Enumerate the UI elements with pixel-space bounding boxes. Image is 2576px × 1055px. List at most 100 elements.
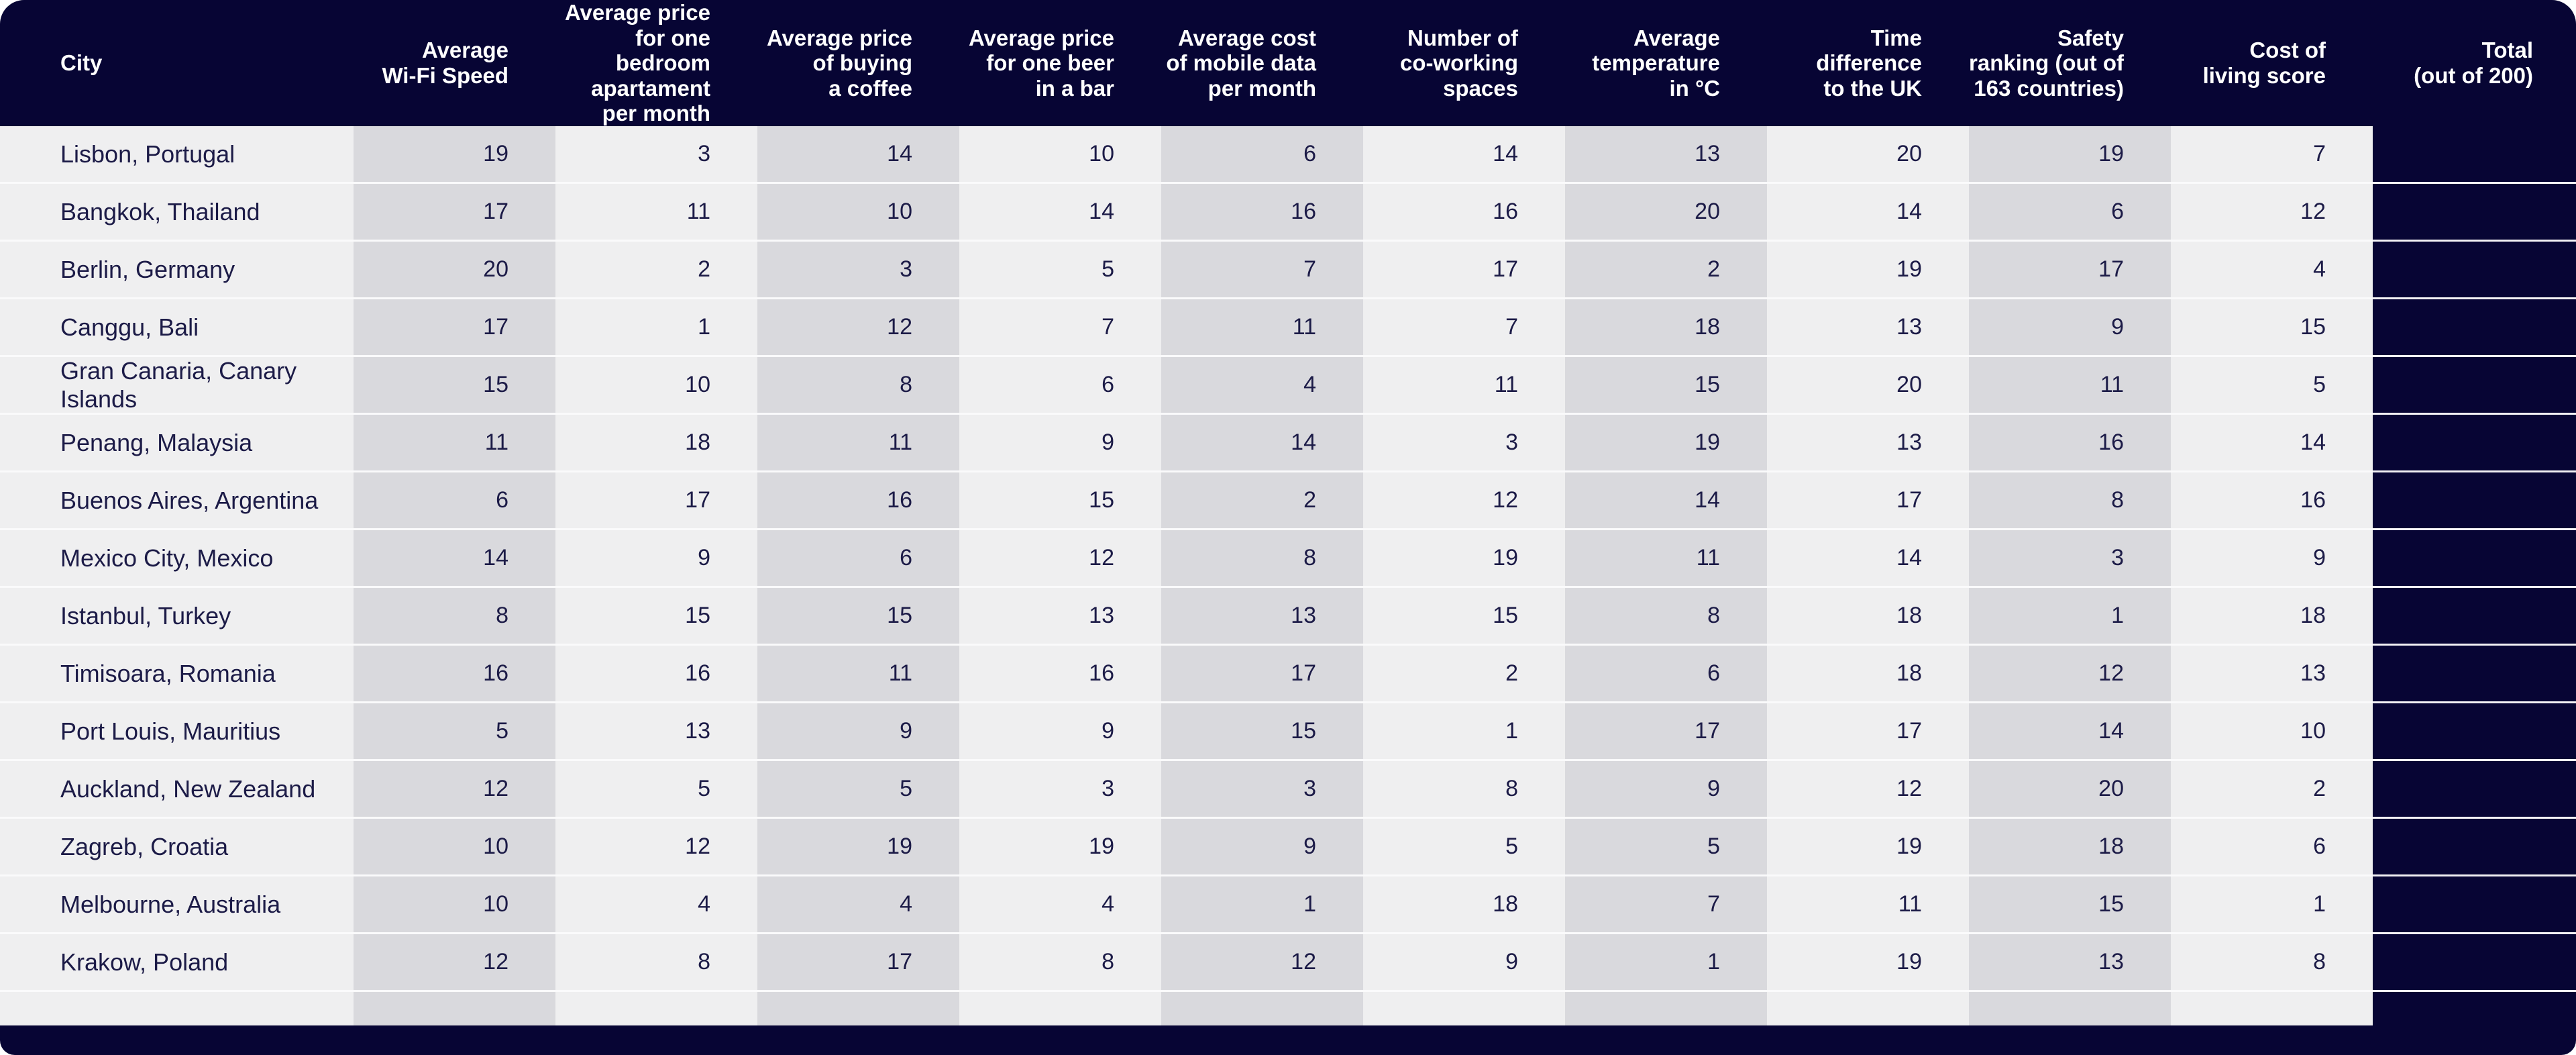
empty-trailing-row <box>0 992 2576 1025</box>
header-cell-beer: Average price for one beer in a bar <box>968 25 1114 101</box>
table-cell-mobile-data: 15 <box>1161 703 1363 761</box>
table-body: Lisbon, Portugal 19 3 14 10 6 14 13 20 19 7 Bangkok… <box>0 126 2576 992</box>
total-cell <box>2373 934 2576 992</box>
table-cell-safety: 20 <box>1969 761 2171 819</box>
table-cell-safety: 17 <box>1969 242 2171 299</box>
table-cell-temperature: 17 <box>1565 703 1767 761</box>
table-row: Penang, Malaysia 11 18 11 9 14 3 19 13 16 14 <box>0 415 2576 472</box>
header-cell-total: Total (out of 200) <box>2414 38 2533 88</box>
table-cell-wifi: 20 <box>354 242 555 299</box>
table-cell-safety: 16 <box>1969 415 2171 472</box>
table-cell-cost-of-living: 18 <box>2171 588 2373 646</box>
table-cell-apartment: 17 <box>555 472 757 530</box>
table-cell-safety: 6 <box>1969 184 2171 242</box>
table-cell-apartment: 4 <box>555 876 757 934</box>
table-cell-coffee: 11 <box>757 415 959 472</box>
table-cell-mobile-data: 8 <box>1161 530 1363 588</box>
table-row: Port Louis, Mauritius 5 13 9 9 15 1 17 17 14 10 <box>0 703 2576 761</box>
table-cell-mobile-data: 9 <box>1161 819 1363 876</box>
table-cell-wifi: 10 <box>354 819 555 876</box>
table-cell-safety: 8 <box>1969 472 2171 530</box>
table-cell-coffee: 15 <box>757 588 959 646</box>
table-cell-mobile-data: 17 <box>1161 646 1363 703</box>
table-cell-apartment: 12 <box>555 819 757 876</box>
table-cell-apartment: 13 <box>555 703 757 761</box>
table-cell-safety: 1 <box>1969 588 2171 646</box>
table-cell-time-difference: 13 <box>1767 299 1969 357</box>
table-cell-apartment: 8 <box>555 934 757 992</box>
table-cell-coworking: 7 <box>1363 299 1565 357</box>
table-cell-wifi: 5 <box>354 703 555 761</box>
table-cell-apartment: 9 <box>555 530 757 588</box>
table-cell-wifi: 17 <box>354 184 555 242</box>
table-cell-coffee: 3 <box>757 242 959 299</box>
table-cell-mobile-data: 13 <box>1161 588 1363 646</box>
city-cell: Istanbul, Turkey <box>0 588 354 646</box>
table-row: Istanbul, Turkey 8 15 15 13 13 15 8 18 1 18 <box>0 588 2576 646</box>
table-cell-temperature: 1 <box>1565 934 1767 992</box>
header-cell-temperature: Average temperature in °C <box>1592 25 1720 101</box>
city-cell: Zagreb, Croatia <box>0 819 354 876</box>
total-cell <box>2373 184 2576 242</box>
table-cell-cost-of-living: 16 <box>2171 472 2373 530</box>
table-cell-mobile-data: 3 <box>1161 761 1363 819</box>
empty-cell <box>0 992 354 1025</box>
table-cell-beer: 4 <box>959 876 1161 934</box>
table-row: Mexico City, Mexico 14 9 6 12 8 19 11 14 3 9 <box>0 530 2576 588</box>
table-cell-mobile-data: 14 <box>1161 415 1363 472</box>
empty-total-cell <box>2373 992 2576 1025</box>
table-cell-wifi: 12 <box>354 761 555 819</box>
table-cell-beer: 12 <box>959 530 1161 588</box>
table-cell-mobile-data: 7 <box>1161 242 1363 299</box>
table-cell-temperature: 9 <box>1565 761 1767 819</box>
table-cell-temperature: 15 <box>1565 357 1767 415</box>
table-cell-coworking: 12 <box>1363 472 1565 530</box>
table-cell-wifi: 10 <box>354 876 555 934</box>
city-cell: Krakow, Poland <box>0 934 354 992</box>
table-cell-beer: 9 <box>959 703 1161 761</box>
table-cell-temperature: 2 <box>1565 242 1767 299</box>
header-cell-apartment: Average price for one bedroom apartament… <box>564 0 710 126</box>
table-cell-time-difference: 19 <box>1767 934 1969 992</box>
table-cell-beer: 19 <box>959 819 1161 876</box>
header-cell-cost-of-living: Cost of living score <box>2202 38 2326 88</box>
city-cell: Lisbon, Portugal <box>0 126 354 184</box>
table-cell-cost-of-living: 8 <box>2171 934 2373 992</box>
table-row: Melbourne, Australia 10 4 4 4 1 18 7 11 15 1 <box>0 876 2576 934</box>
table-cell-safety: 11 <box>1969 357 2171 415</box>
city-cell: Melbourne, Australia <box>0 876 354 934</box>
table-cell-coworking: 3 <box>1363 415 1565 472</box>
table-cell-apartment: 5 <box>555 761 757 819</box>
table-cell-cost-of-living: 12 <box>2171 184 2373 242</box>
table-cell-cost-of-living: 13 <box>2171 646 2373 703</box>
table-cell-temperature: 20 <box>1565 184 1767 242</box>
table-cell-cost-of-living: 6 <box>2171 819 2373 876</box>
table-cell-wifi: 17 <box>354 299 555 357</box>
table-cell-time-difference: 13 <box>1767 415 1969 472</box>
table-cell-cost-of-living: 10 <box>2171 703 2373 761</box>
table-cell-beer: 15 <box>959 472 1161 530</box>
table-cell-coffee: 5 <box>757 761 959 819</box>
table-cell-coworking: 14 <box>1363 126 1565 184</box>
empty-cell <box>1161 992 1363 1025</box>
table-cell-mobile-data: 1 <box>1161 876 1363 934</box>
table-cell-wifi: 16 <box>354 646 555 703</box>
table-row: Bangkok, Thailand 17 11 10 14 16 16 20 14 6 12 <box>0 184 2576 242</box>
table-row: Auckland, New Zealand 12 5 5 3 3 8 9 12 20 2 <box>0 761 2576 819</box>
table-cell-cost-of-living: 9 <box>2171 530 2373 588</box>
table-cell-beer: 7 <box>959 299 1161 357</box>
empty-cell <box>555 992 757 1025</box>
total-cell <box>2373 415 2576 472</box>
table-cell-coffee: 16 <box>757 472 959 530</box>
table-cell-temperature: 18 <box>1565 299 1767 357</box>
table-cell-time-difference: 20 <box>1767 357 1969 415</box>
total-cell <box>2373 357 2576 415</box>
total-cell <box>2373 299 2576 357</box>
table-cell-apartment: 2 <box>555 242 757 299</box>
header-cell-time-difference: Time difference to the UK <box>1816 25 1922 101</box>
city-cell: Mexico City, Mexico <box>0 530 354 588</box>
total-cell <box>2373 588 2576 646</box>
table-cell-time-difference: 11 <box>1767 876 1969 934</box>
header-cell-coffee: Average price of buying a coffee <box>766 25 912 101</box>
empty-cell <box>1565 992 1767 1025</box>
